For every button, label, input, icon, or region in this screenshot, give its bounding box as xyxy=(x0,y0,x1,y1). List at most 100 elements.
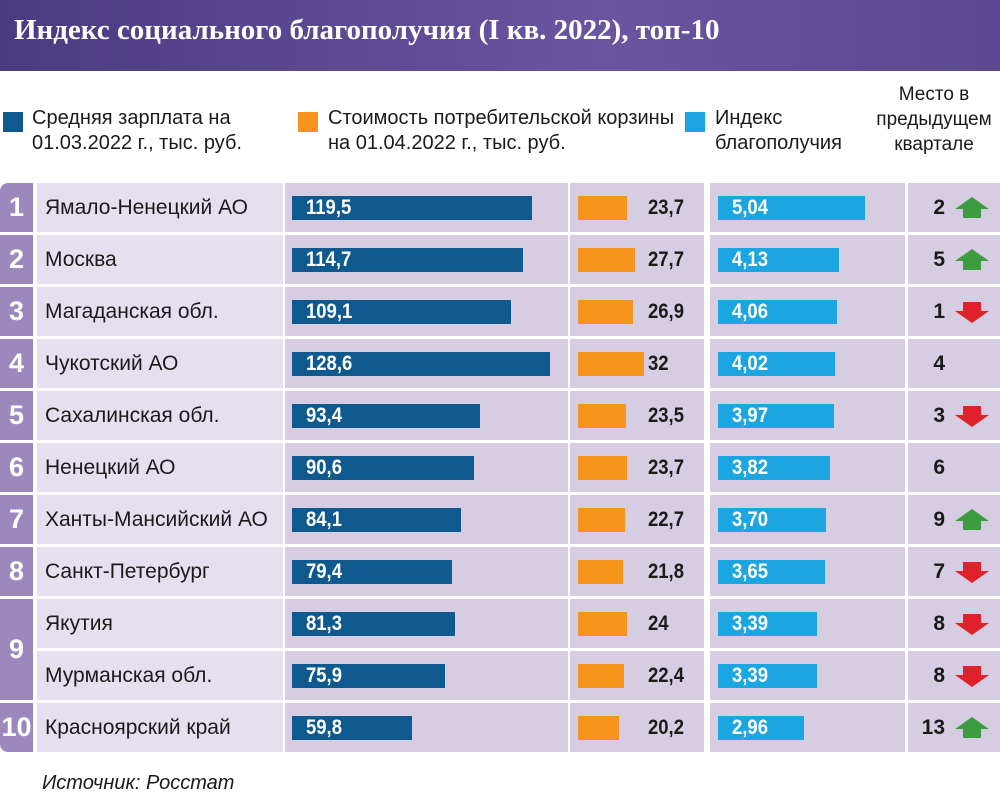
index-value: 4,02 xyxy=(732,351,768,375)
index-bar xyxy=(718,247,839,272)
region-name: Ямало-Ненецкий АО xyxy=(37,183,283,232)
salary-value: 128,6 xyxy=(306,351,353,375)
salary-bar xyxy=(292,611,456,636)
rank-cell: 10 xyxy=(0,703,33,752)
legend-basket: Стоимость потребительской корзины на 01.… xyxy=(328,107,675,154)
place-header: Место в предыдущем квартале xyxy=(876,84,992,155)
arrow-down-icon xyxy=(955,301,989,323)
chart-title: Индекс социального благополучия (I кв. 2… xyxy=(14,14,720,46)
prev-place: 8 xyxy=(933,663,945,687)
basket-value: 27,7 xyxy=(648,247,684,271)
rank-cell: 7 xyxy=(0,495,33,544)
salary-bar xyxy=(292,663,445,688)
index-value: 3,97 xyxy=(732,403,768,427)
trend-arrow xyxy=(955,248,989,270)
rank-cell: 2 xyxy=(0,235,33,284)
rank-cell: 4 xyxy=(0,339,33,388)
rank-cell: 8 xyxy=(0,547,33,596)
index-value: 4,06 xyxy=(732,299,768,323)
region-name: Чукотский АО xyxy=(37,339,283,388)
legend-swatch-basket xyxy=(298,112,318,132)
index-bar xyxy=(718,351,836,376)
basket-bar xyxy=(578,559,623,584)
prev-place: 4 xyxy=(933,351,945,375)
salary-bar xyxy=(292,403,480,428)
arrow-up-icon xyxy=(955,248,989,270)
prev-place: 7 xyxy=(933,559,945,583)
basket-bar xyxy=(578,403,627,428)
salary-bar xyxy=(292,455,475,480)
basket-value: 26,9 xyxy=(648,299,684,323)
prev-place: 5 xyxy=(933,247,945,271)
salary-bar xyxy=(292,195,533,220)
basket-bar xyxy=(578,611,628,636)
salary-value: 109,1 xyxy=(306,299,353,323)
salary-value: 75,9 xyxy=(306,663,342,687)
trend-arrow xyxy=(955,196,989,218)
trend-arrow xyxy=(955,301,989,323)
rank-cell: 3 xyxy=(0,287,33,336)
index-value: 3,82 xyxy=(732,455,768,479)
basket-bar xyxy=(578,715,620,740)
prev-place: 2 xyxy=(933,195,945,219)
index-bar xyxy=(718,715,805,740)
basket-bar xyxy=(578,299,634,324)
salary-value: 81,3 xyxy=(306,611,342,635)
region-name: Магаданская обл. xyxy=(37,287,283,336)
source-note: Источник: Росстат xyxy=(42,772,235,794)
index-value: 4,13 xyxy=(732,247,768,271)
place-band xyxy=(908,443,1000,492)
index-value: 3,65 xyxy=(732,559,768,583)
basket-value: 23,7 xyxy=(648,455,684,479)
index-bar xyxy=(718,403,834,428)
basket-value: 23,5 xyxy=(648,403,684,427)
salary-value: 114,7 xyxy=(306,247,352,271)
region-name: Москва xyxy=(37,235,283,284)
basket-bar xyxy=(578,351,644,376)
salary-value: 90,6 xyxy=(306,455,342,479)
region-name: Сахалинская обл. xyxy=(37,391,283,440)
trend-arrow xyxy=(955,405,989,427)
index-bar xyxy=(718,559,825,584)
prev-place: 1 xyxy=(933,299,945,323)
prev-place: 6 xyxy=(933,455,945,479)
basket-value: 23,7 xyxy=(648,195,684,219)
index-value: 3,70 xyxy=(732,507,768,531)
index-value: 3,39 xyxy=(732,611,768,635)
salary-value: 84,1 xyxy=(306,507,342,531)
trend-arrow xyxy=(955,613,989,635)
basket-value: 22,7 xyxy=(648,507,684,531)
basket-bar xyxy=(578,247,635,272)
region-name: Якутия xyxy=(37,599,283,648)
arrow-down-icon xyxy=(955,665,989,687)
salary-bar xyxy=(292,715,413,740)
salary-bar xyxy=(292,559,452,584)
trend-arrow xyxy=(955,508,989,530)
salary-bar xyxy=(292,507,462,532)
arrow-up-icon xyxy=(955,508,989,530)
salary-bar xyxy=(292,299,512,324)
trend-arrow xyxy=(955,561,989,583)
region-name: Ненецкий АО xyxy=(37,443,283,492)
arrow-up-icon xyxy=(955,196,989,218)
prev-place: 9 xyxy=(933,507,945,531)
basket-value: 21,8 xyxy=(648,559,684,583)
rank-cell: 6 xyxy=(0,443,33,492)
index-value: 2,96 xyxy=(732,715,768,739)
index-value: 3,39 xyxy=(732,663,768,687)
region-name: Мурманская обл. xyxy=(37,651,283,700)
legend-swatch-salary xyxy=(3,112,23,132)
arrow-up-icon xyxy=(955,716,989,738)
title-bar: Индекс социального благополучия (I кв. 2… xyxy=(0,0,1000,71)
rank-cell: 9 xyxy=(0,599,33,700)
prev-place: 3 xyxy=(933,403,945,427)
legend-swatch-index xyxy=(685,112,705,132)
basket-bar xyxy=(578,507,625,532)
salary-value: 79,4 xyxy=(306,559,342,583)
salary-bar xyxy=(292,351,551,376)
index-bar xyxy=(718,455,830,480)
place-band xyxy=(908,339,1000,388)
salary-value: 59,8 xyxy=(306,715,342,739)
index-bar xyxy=(718,299,837,324)
